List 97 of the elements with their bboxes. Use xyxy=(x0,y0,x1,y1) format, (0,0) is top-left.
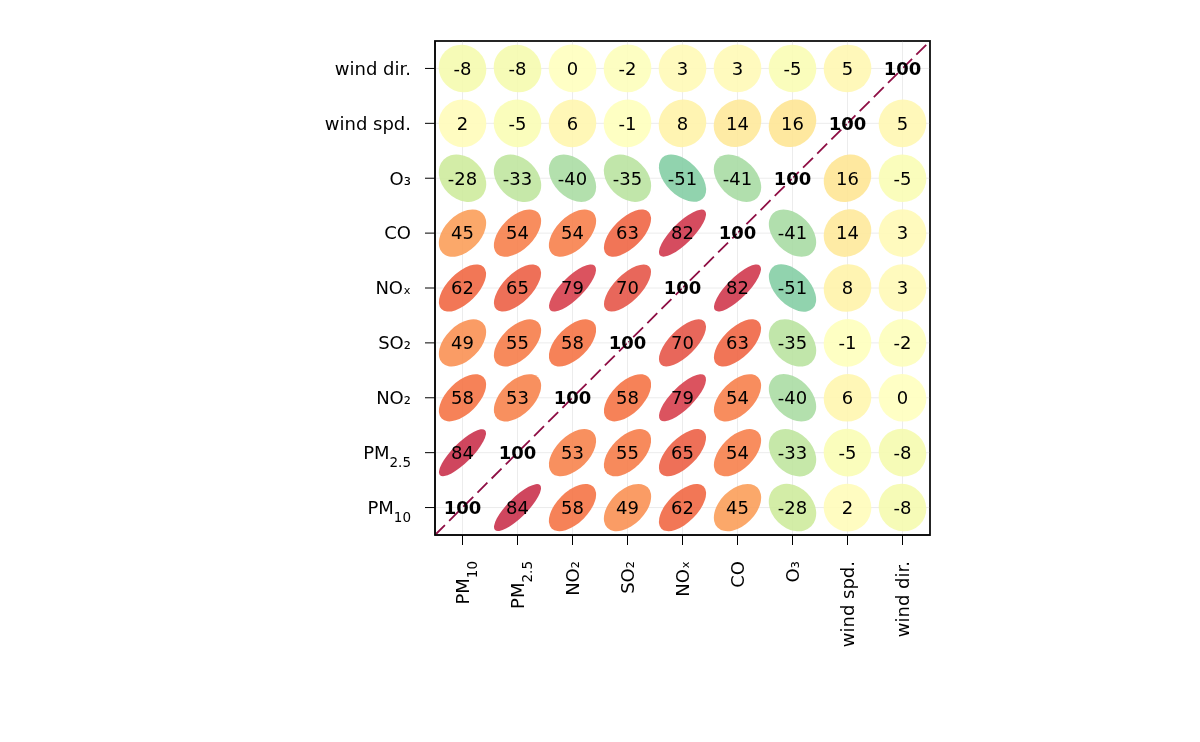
data-label: 62 xyxy=(671,496,694,518)
data-label: -51 xyxy=(667,167,698,189)
data-label: 58 xyxy=(561,496,584,518)
data-label: 49 xyxy=(451,332,474,354)
data-label: 16 xyxy=(781,112,804,134)
y-tick-label: CO xyxy=(384,222,411,244)
data-label: 58 xyxy=(616,387,639,409)
data-label: 82 xyxy=(671,222,694,244)
data-label: 100 xyxy=(718,222,757,244)
data-label: -8 xyxy=(893,496,912,518)
data-label: -28 xyxy=(777,496,808,518)
data-label: 45 xyxy=(726,496,749,518)
data-label: -41 xyxy=(722,167,753,189)
data-label: -35 xyxy=(777,332,808,354)
data-label: 55 xyxy=(616,441,639,463)
data-label: 79 xyxy=(561,277,584,299)
data-label: 3 xyxy=(676,57,689,79)
data-label: 55 xyxy=(506,332,529,354)
data-label: 53 xyxy=(561,441,584,463)
x-tick-label: CO xyxy=(726,561,748,588)
data-label: 14 xyxy=(726,112,749,134)
data-label: -8 xyxy=(508,57,527,79)
data-label: 3 xyxy=(731,57,744,79)
data-label: 3 xyxy=(896,222,909,244)
data-label: 100 xyxy=(443,496,482,518)
data-label: 6 xyxy=(566,112,579,134)
data-label: -5 xyxy=(838,441,857,463)
data-label: 2 xyxy=(841,496,854,518)
data-label: 82 xyxy=(726,277,749,299)
data-label: 62 xyxy=(451,277,474,299)
data-label: 16 xyxy=(836,167,859,189)
x-tick-label: NOₓ xyxy=(671,560,693,597)
data-label: 49 xyxy=(616,496,639,518)
data-label: -40 xyxy=(777,387,808,409)
data-label: -8 xyxy=(893,441,912,463)
data-label: 5 xyxy=(896,112,909,134)
y-tick-label: NO₂ xyxy=(376,387,411,409)
data-label: 70 xyxy=(671,332,694,354)
data-label: 58 xyxy=(451,387,474,409)
data-label: -5 xyxy=(783,57,802,79)
data-label: 3 xyxy=(896,277,909,299)
y-tick-label: PM$_{2.5}$ xyxy=(363,441,411,470)
data-label: -2 xyxy=(618,57,637,79)
data-label: -33 xyxy=(777,441,808,463)
y-tick-label: NOₓ xyxy=(375,277,412,299)
data-label: 84 xyxy=(506,496,529,518)
data-label: -51 xyxy=(777,277,808,299)
data-label: 14 xyxy=(836,222,859,244)
data-label: 70 xyxy=(616,277,639,299)
data-label: 45 xyxy=(451,222,474,244)
data-label: 0 xyxy=(896,387,909,409)
data-label: -5 xyxy=(508,112,527,134)
data-label: 54 xyxy=(726,441,749,463)
data-label: 100 xyxy=(828,112,867,134)
y-tick-label: wind dir. xyxy=(334,57,411,79)
x-tick-label: O₃ xyxy=(781,561,803,583)
data-label: 0 xyxy=(566,57,579,79)
data-label: 65 xyxy=(506,277,529,299)
data-label: -40 xyxy=(557,167,588,189)
x-tick-label: SO₂ xyxy=(616,561,638,594)
data-label: 84 xyxy=(451,441,474,463)
data-label: 100 xyxy=(663,277,702,299)
data-label: 100 xyxy=(883,57,922,79)
data-label: 8 xyxy=(841,277,854,299)
y-tick-label: O₃ xyxy=(389,167,411,189)
data-label: -5 xyxy=(893,167,912,189)
data-label: -1 xyxy=(618,112,637,134)
data-label: 63 xyxy=(616,222,639,244)
data-label: -1 xyxy=(838,332,857,354)
data-label: 6 xyxy=(841,387,854,409)
y-tick-label: PM$_{10}$ xyxy=(367,496,411,525)
data-label: -35 xyxy=(612,167,643,189)
data-label: 100 xyxy=(498,441,537,463)
x-tick-label: NO₂ xyxy=(561,561,583,596)
data-label: 5 xyxy=(841,57,854,79)
data-label: 2 xyxy=(456,112,469,134)
x-tick-label: wind dir. xyxy=(891,561,913,638)
data-label: 54 xyxy=(726,387,749,409)
data-label: -8 xyxy=(453,57,472,79)
data-label: 65 xyxy=(671,441,694,463)
data-label: 63 xyxy=(726,332,749,354)
data-label: 79 xyxy=(671,387,694,409)
data-label: 100 xyxy=(773,167,812,189)
data-label: -28 xyxy=(447,167,478,189)
data-label: -2 xyxy=(893,332,912,354)
data-label: 58 xyxy=(561,332,584,354)
data-label: -33 xyxy=(502,167,533,189)
data-label: 100 xyxy=(608,332,647,354)
y-tick-label: wind spd. xyxy=(324,112,411,134)
x-tick-label: wind spd. xyxy=(836,561,858,648)
data-label: -41 xyxy=(777,222,808,244)
data-label: 54 xyxy=(506,222,529,244)
data-label: 100 xyxy=(553,387,592,409)
data-label: 8 xyxy=(676,112,689,134)
data-label: 53 xyxy=(506,387,529,409)
data-label: 54 xyxy=(561,222,584,244)
y-tick-label: SO₂ xyxy=(378,332,411,354)
